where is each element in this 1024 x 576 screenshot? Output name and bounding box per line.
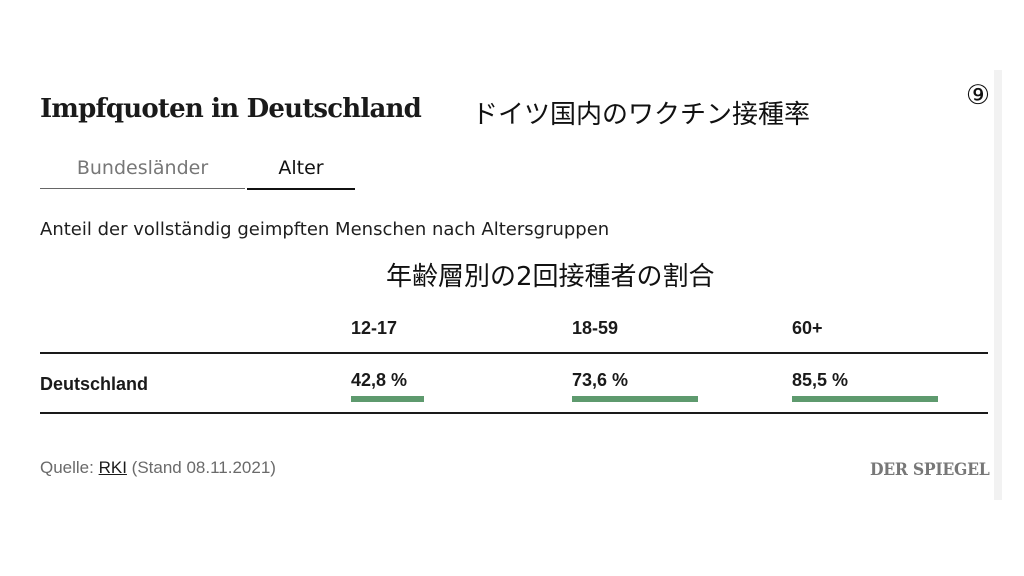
japanese-title: ドイツ国内のワクチン接種率 [472, 100, 811, 130]
column-header-12-17: 12-17 [351, 318, 398, 338]
source-prefix: Quelle: [40, 458, 99, 477]
tab-bundeslaender[interactable]: Bundesländer [40, 152, 245, 189]
source-date: (Stand 08.11.2021) [126, 458, 276, 477]
value-label-60-plus: 85,5 % [792, 370, 849, 390]
value-label-12-17: 42,8 % [351, 370, 408, 390]
bar-60-plus [792, 396, 939, 402]
chart-title: Impfquoten in Deutschland [40, 94, 422, 124]
tab-alter[interactable]: Alter [247, 152, 355, 190]
chart-subtitle: Anteil der vollständig geimpften Mensche… [40, 219, 610, 240]
table-top-rule [40, 352, 988, 354]
table-bottom-rule [40, 412, 988, 414]
column-header-18-59: 18-59 [572, 318, 619, 338]
row-label-deutschland: Deutschland [40, 374, 149, 394]
panel-edge [994, 70, 1002, 500]
source-link-rki[interactable]: RKI [98, 458, 127, 477]
column-header-60-plus: 60+ [792, 318, 823, 338]
bar-12-17 [351, 396, 425, 402]
spiegel-logo: DER SPIEGEL [870, 460, 990, 480]
japanese-subtitle: 年齢層別の2回接種者の割合 [386, 262, 715, 292]
source-note: Quelle: RKI (Stand 08.11.2021) [40, 458, 276, 478]
circled-number-badge: ⑨ [965, 80, 991, 111]
tab-bar: Bundesländer Alter [40, 152, 356, 192]
bar-18-59 [572, 396, 698, 402]
value-label-18-59: 73,6 % [572, 370, 629, 390]
